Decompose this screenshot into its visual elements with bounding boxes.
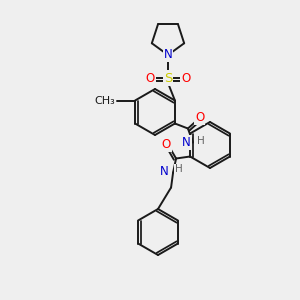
Text: O: O <box>146 71 154 85</box>
Text: N: N <box>164 49 172 62</box>
Text: O: O <box>182 71 190 85</box>
Text: S: S <box>164 71 172 85</box>
Text: N: N <box>182 136 191 149</box>
Text: H: H <box>175 164 183 175</box>
Text: CH₃: CH₃ <box>94 95 115 106</box>
Text: H: H <box>197 136 205 146</box>
Text: O: O <box>161 138 171 151</box>
Text: O: O <box>195 111 205 124</box>
Text: N: N <box>160 165 169 178</box>
